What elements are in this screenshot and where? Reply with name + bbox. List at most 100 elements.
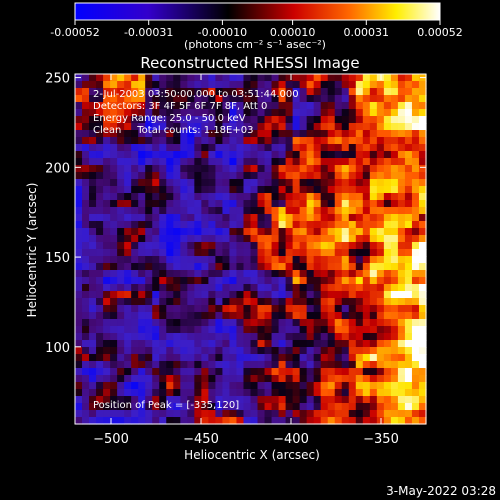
heatmap-cell xyxy=(82,158,90,166)
heatmap-cell xyxy=(89,263,97,271)
heatmap-cell xyxy=(243,102,252,110)
heatmap-cell xyxy=(145,221,153,229)
heatmap-cell xyxy=(215,375,224,383)
heatmap-cell xyxy=(341,326,350,334)
heatmap-cell xyxy=(166,172,174,180)
heatmap-cell xyxy=(229,361,238,369)
heatmap-cell xyxy=(313,319,322,327)
heatmap-cell xyxy=(208,410,216,418)
heatmap-cell xyxy=(320,200,329,208)
heatmap-cell xyxy=(110,305,118,313)
heatmap-cell xyxy=(159,354,167,362)
heatmap-cell xyxy=(383,207,392,215)
counts-annotation: Clean Total counts: 1.18E+03 xyxy=(93,125,253,136)
heatmap-cell xyxy=(89,270,97,278)
heatmap-cell xyxy=(103,354,111,362)
heatmap-cell xyxy=(390,417,399,425)
heatmap-cell xyxy=(355,368,364,376)
heatmap-cell xyxy=(222,305,231,313)
heatmap-cell xyxy=(327,95,336,103)
heatmap-cell xyxy=(138,326,146,334)
heatmap-cell xyxy=(292,242,301,250)
heatmap-cell xyxy=(404,326,413,334)
heatmap-cell xyxy=(250,417,259,425)
heatmap-cell xyxy=(334,165,343,173)
heatmap-cell xyxy=(138,340,146,348)
heatmap-cell xyxy=(236,277,245,285)
heatmap-cell xyxy=(334,130,343,138)
heatmap-cell xyxy=(75,375,83,383)
heatmap-cell xyxy=(103,263,111,271)
heatmap-cell xyxy=(390,319,399,327)
heatmap-cell xyxy=(369,95,378,103)
heatmap-cell xyxy=(397,368,406,376)
heatmap-cell xyxy=(215,116,224,124)
heatmap-cell xyxy=(278,249,287,257)
heatmap-cell xyxy=(257,354,266,362)
heatmap-cell xyxy=(145,130,153,138)
heatmap-cell xyxy=(250,74,259,82)
heatmap-cell xyxy=(145,396,153,404)
heatmap-cell xyxy=(243,200,252,208)
heatmap-cell xyxy=(292,410,301,418)
heatmap-cell xyxy=(404,200,413,208)
heatmap-cell xyxy=(341,312,350,320)
heatmap-cell xyxy=(243,137,252,145)
heatmap-cell xyxy=(362,116,371,124)
heatmap-cell xyxy=(383,228,392,236)
heatmap-cell xyxy=(264,88,273,96)
heatmap-cell xyxy=(194,333,202,341)
heatmap-cell xyxy=(117,88,125,96)
heatmap-cell xyxy=(383,333,392,341)
heatmap-cell xyxy=(411,158,420,166)
heatmap-cell xyxy=(166,95,174,103)
heatmap-cell xyxy=(397,263,406,271)
heatmap-cell xyxy=(159,256,167,264)
heatmap-cell xyxy=(138,319,146,327)
heatmap-cell xyxy=(306,277,315,285)
heatmap-cell xyxy=(243,417,252,425)
heatmap-cell xyxy=(180,361,188,369)
heatmap-cell xyxy=(397,109,406,117)
heatmap-cell xyxy=(306,382,315,390)
heatmap-cell xyxy=(390,123,399,131)
heatmap-cell xyxy=(369,319,378,327)
heatmap-cell xyxy=(348,368,357,376)
heatmap-cell xyxy=(208,403,216,411)
heatmap-cell xyxy=(96,228,104,236)
heatmap-cell xyxy=(250,116,259,124)
heatmap-cell xyxy=(299,256,308,264)
heatmap-cell xyxy=(250,95,259,103)
heatmap-cell xyxy=(348,326,357,334)
heatmap-cell xyxy=(383,158,392,166)
heatmap-cell xyxy=(194,221,202,229)
heatmap-cell xyxy=(117,221,125,229)
heatmap-cell xyxy=(180,305,188,313)
heatmap-cell xyxy=(285,88,294,96)
heatmap-cell xyxy=(110,200,118,208)
heatmap-cell xyxy=(418,207,427,215)
heatmap-cell xyxy=(334,235,343,243)
heatmap-cell xyxy=(341,137,350,145)
heatmap-cell xyxy=(383,235,392,243)
heatmap-cell xyxy=(327,326,336,334)
heatmap-cell xyxy=(292,102,301,110)
heatmap-cell xyxy=(166,116,174,124)
heatmap-cell xyxy=(292,207,301,215)
heatmap-cell xyxy=(397,235,406,243)
heatmap-cell xyxy=(369,284,378,292)
heatmap-cell xyxy=(250,277,259,285)
heatmap-cell xyxy=(222,319,231,327)
heatmap-cell xyxy=(180,375,188,383)
chart-title: Reconstructed RHESSI Image xyxy=(140,54,359,72)
heatmap-cell xyxy=(152,410,160,418)
heatmap-cell xyxy=(208,263,216,271)
heatmap-cell xyxy=(236,221,245,229)
heatmap-cell xyxy=(173,214,181,222)
heatmap-cell xyxy=(138,333,146,341)
heatmap-cell xyxy=(145,284,153,292)
heatmap-cell xyxy=(327,270,336,278)
heatmap-cell xyxy=(145,158,153,166)
heatmap-cell xyxy=(376,368,385,376)
heatmap-cell xyxy=(152,312,160,320)
